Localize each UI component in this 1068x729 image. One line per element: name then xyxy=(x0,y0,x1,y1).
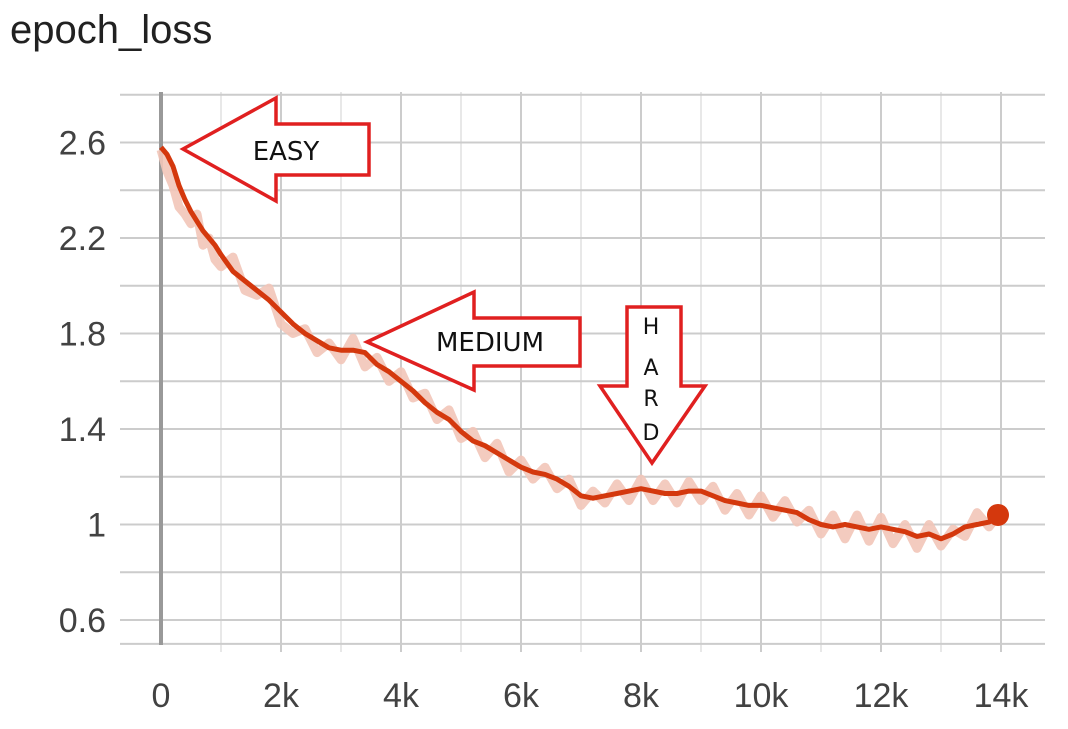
x-tick-label: 12k xyxy=(854,677,910,715)
grid-lines xyxy=(120,92,1045,652)
smoothed-series-layer xyxy=(159,145,1000,542)
x-tick-label: 10k xyxy=(734,677,790,715)
hard-letter-a: A xyxy=(643,356,658,381)
hard-arrow xyxy=(596,305,709,467)
x-tick-label: 6k xyxy=(503,677,540,715)
hard-annotation: H A R D xyxy=(596,305,709,467)
x-tick-label: 14k xyxy=(974,677,1030,715)
x-tick-label: 8k xyxy=(623,677,660,715)
easy-annotation: EASY xyxy=(179,95,371,204)
smoothed-loss-line xyxy=(159,145,1000,542)
last-point-marker xyxy=(987,503,1009,526)
hard-letter-h: H xyxy=(643,315,660,340)
x-tick-label: 2k xyxy=(263,677,300,715)
y-tick-label: 2.2 xyxy=(59,220,106,258)
chart-title: epoch_loss xyxy=(10,8,213,52)
x-tick-label: 0 xyxy=(152,677,171,715)
medium-arrow xyxy=(362,289,582,393)
medium-label: MEDIUM xyxy=(436,328,544,358)
easy-arrow xyxy=(179,95,371,204)
easy-label: EASY xyxy=(253,137,320,167)
hard-letter-r: R xyxy=(643,387,658,412)
axis-ticks: 0.6 1 1.4 1.8 2.2 2.6 0 2k 4k 6k 8k 10k 12k 14k xyxy=(59,125,1030,716)
y-tick-label: 1.4 xyxy=(59,411,106,449)
x-tick-label: 4k xyxy=(383,677,420,715)
y-tick-label: 1 xyxy=(87,507,106,545)
medium-annotation: MEDIUM xyxy=(362,289,582,393)
y-tick-label: 0.6 xyxy=(59,602,106,640)
y-tick-label: 1.8 xyxy=(59,316,106,354)
hard-letter-d: D xyxy=(643,421,660,446)
y-tick-label: 2.6 xyxy=(59,125,106,163)
